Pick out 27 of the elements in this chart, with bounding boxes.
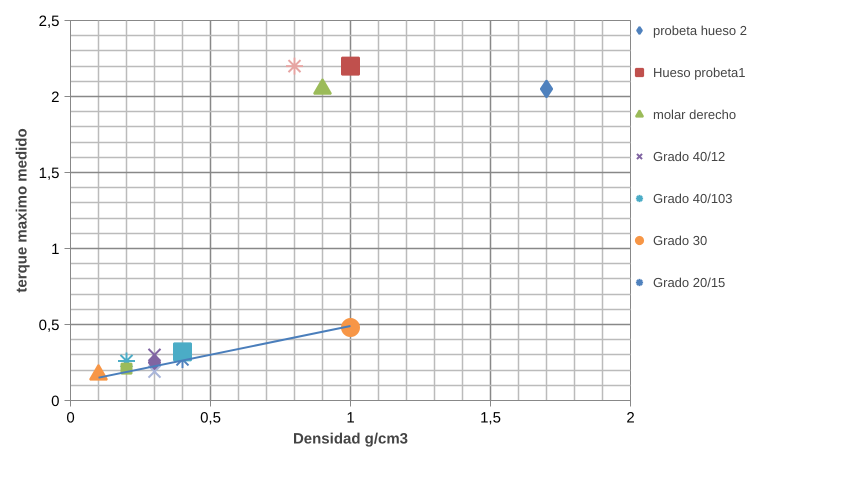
point: [341, 318, 360, 338]
legend-label: Grado 40/103: [653, 190, 734, 206]
y-tick-label: 0,5: [38, 317, 60, 334]
x-tick-label: 1: [346, 410, 355, 426]
y-tick-label: 0: [51, 393, 60, 410]
legend-label: Grado 30: [653, 232, 708, 248]
x-tick-label: 0: [66, 410, 75, 426]
legend-label: probeta hueso 2: [653, 22, 748, 38]
y-axis-title: terque maximo medido: [14, 128, 31, 293]
legend-label: Hueso probeta1: [653, 64, 747, 80]
x-tick-label: 1,5: [480, 410, 501, 426]
legend-label: Grado 20/15: [653, 274, 726, 290]
y-tick-label: 2,5: [38, 13, 60, 30]
y-tick-label: 1: [51, 241, 60, 258]
x-tick-label: 0,5: [200, 410, 221, 426]
x-axis-title: Densidad g/cm3: [292, 430, 408, 448]
point: [173, 342, 192, 362]
y-tick-label: 2: [51, 89, 60, 106]
point: [285, 56, 304, 76]
legend-label: Grado 40/12: [653, 148, 726, 164]
point: [147, 364, 162, 379]
point: [147, 348, 162, 362]
point: [540, 79, 554, 98]
legend-label: molar derecho: [653, 106, 738, 122]
x-tick-label: 2: [626, 410, 635, 426]
y-tick-label: 1,5: [38, 165, 60, 182]
point: [341, 56, 360, 76]
